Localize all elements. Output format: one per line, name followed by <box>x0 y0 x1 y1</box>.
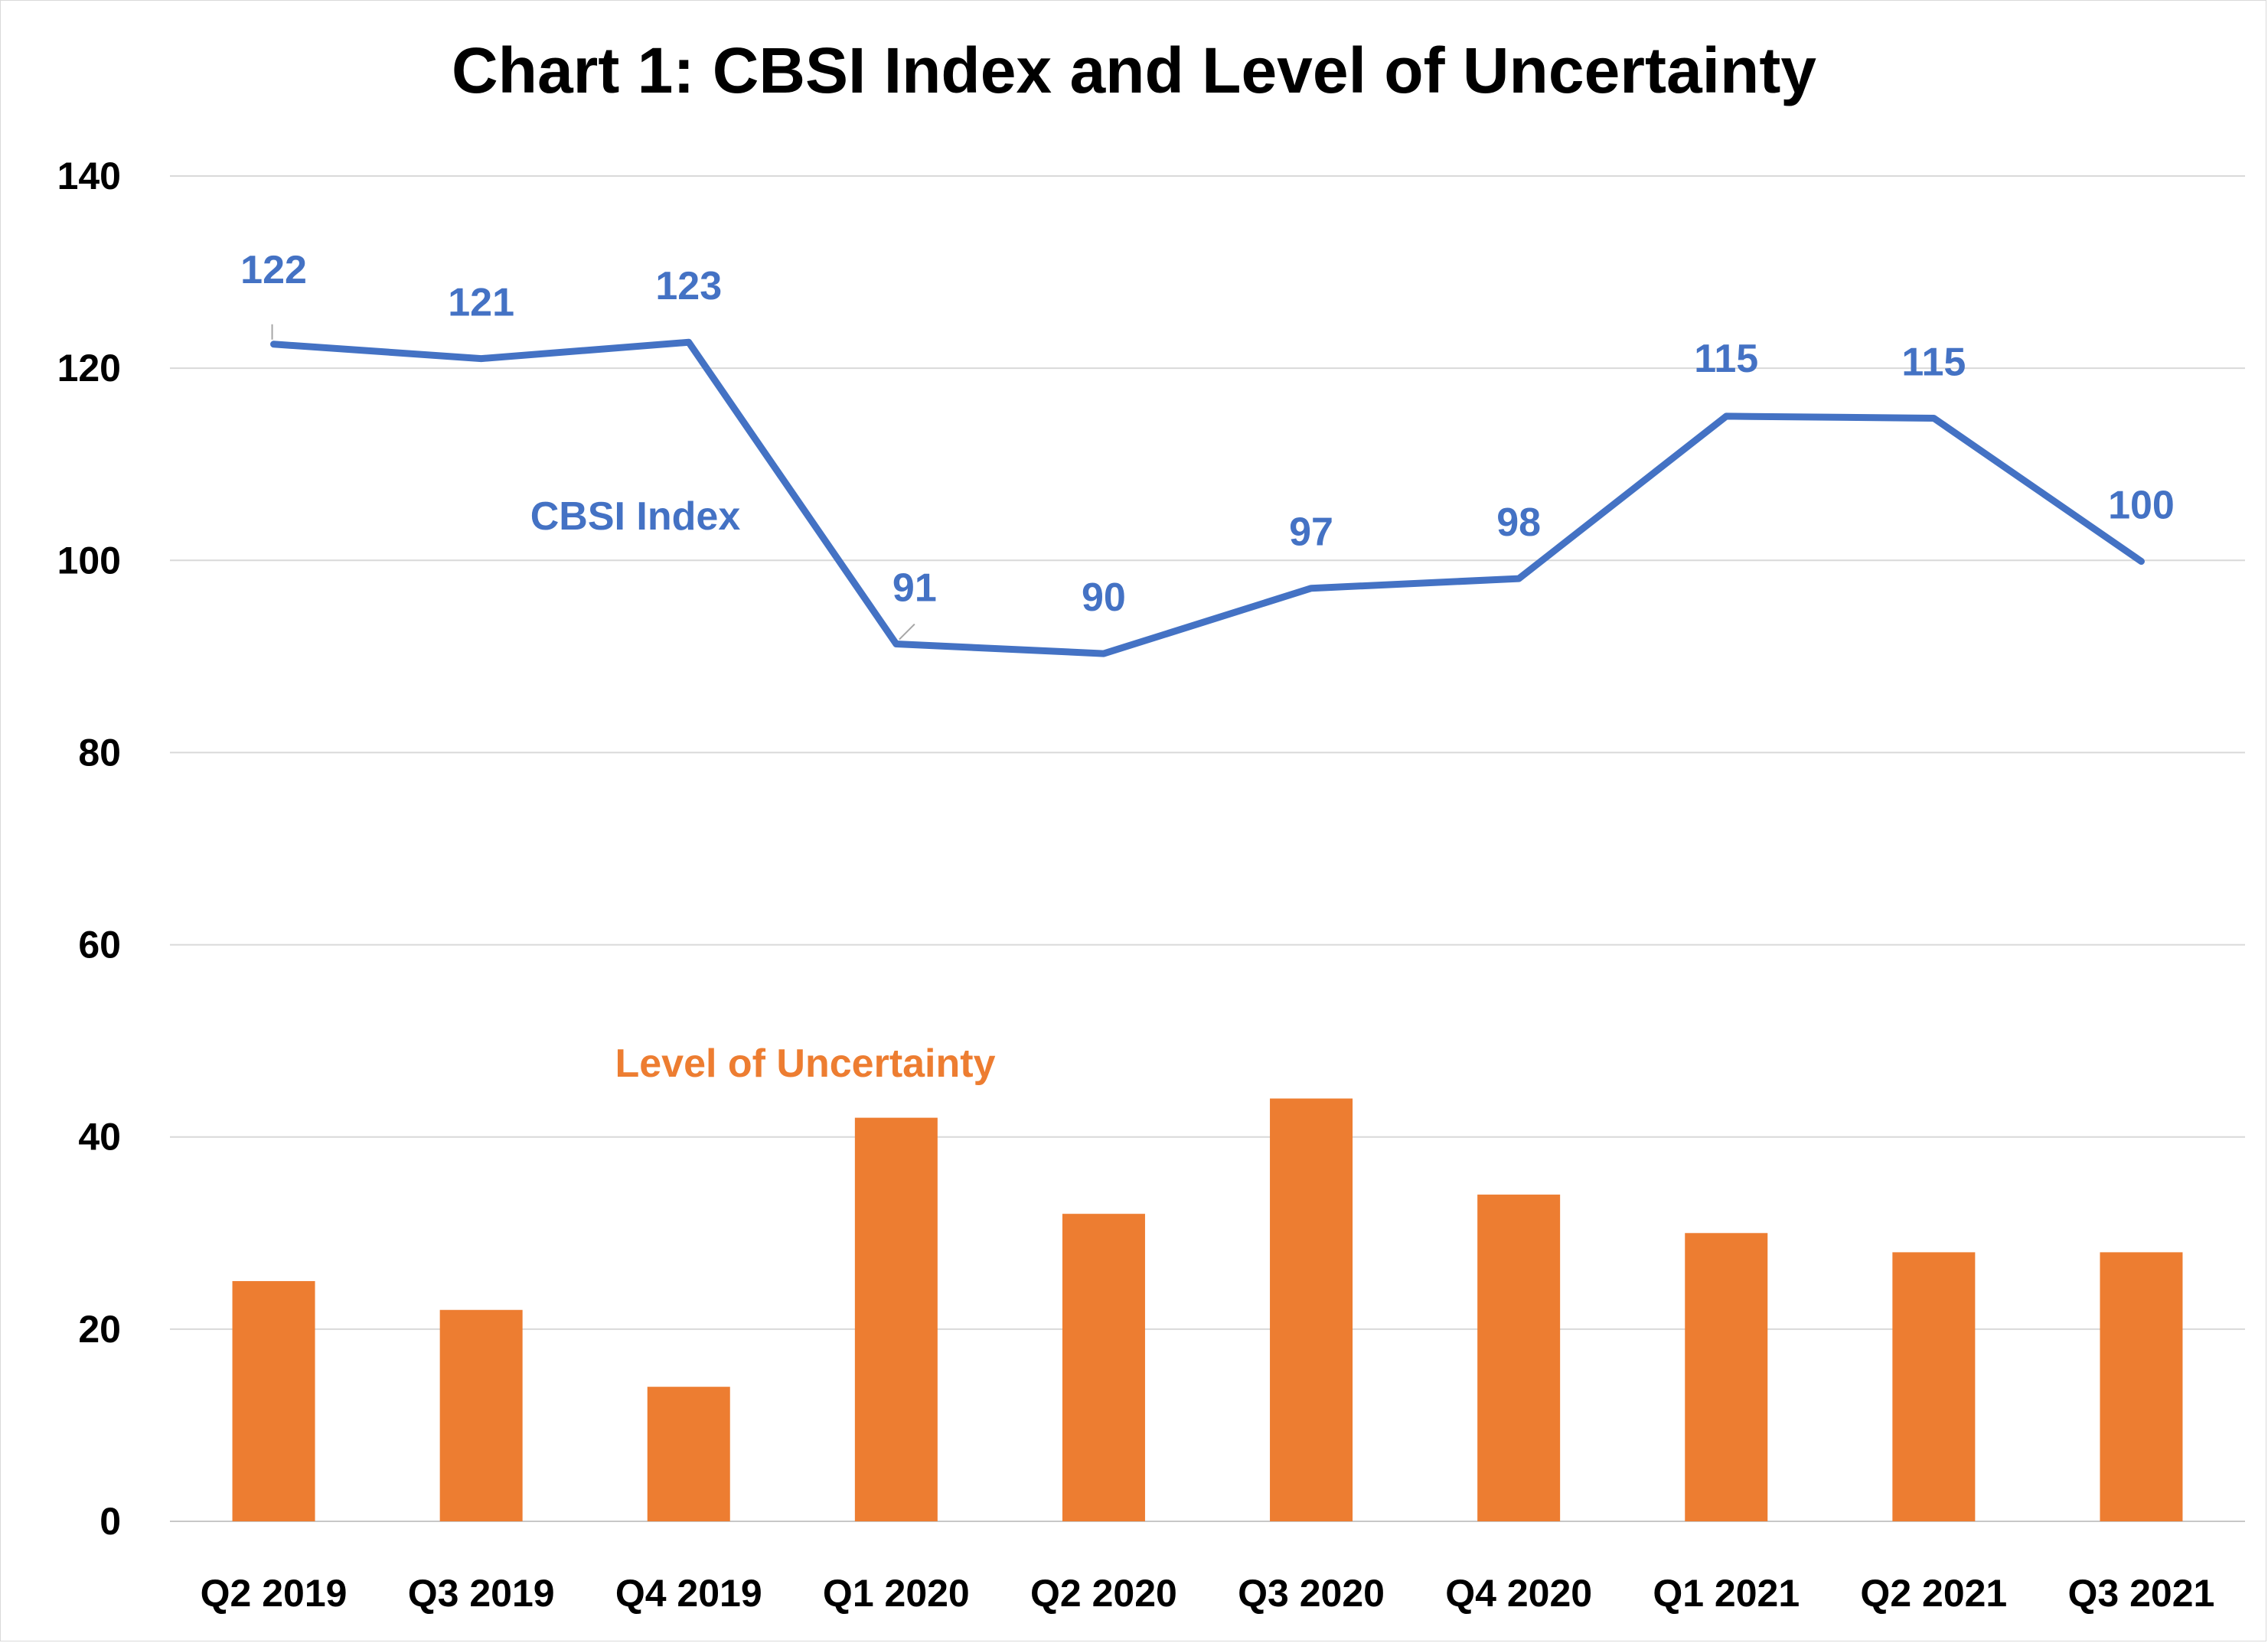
cbsi-series-label: CBSI Index <box>530 494 741 539</box>
cbsi-point <box>1310 587 1313 589</box>
cbsi-data-label: 122 <box>240 248 307 292</box>
y-tick-label: 140 <box>57 155 121 197</box>
cbsi-index-line <box>270 338 2145 657</box>
uncertainty-bar <box>854 1117 938 1521</box>
uncertainty-bar <box>439 1309 523 1521</box>
uncertainty-bar <box>647 1387 730 1521</box>
x-tick-label: Q3 2020 <box>1238 1572 1385 1615</box>
cbsi-point <box>2140 560 2142 562</box>
x-tick-label: Q1 2020 <box>823 1572 970 1615</box>
cbsi-point <box>895 643 897 645</box>
y-tick-label: 60 <box>78 924 121 967</box>
y-tick-label: 40 <box>78 1116 121 1159</box>
x-tick-label: Q4 2019 <box>615 1572 762 1615</box>
y-tick-label: 80 <box>78 731 121 774</box>
y-tick-label: 100 <box>57 539 121 582</box>
y-tick-label: 0 <box>100 1500 121 1543</box>
cbsi-data-label: 97 <box>1289 510 1333 555</box>
x-tick-label: Q2 2020 <box>1030 1572 1177 1615</box>
x-tick-label: Q3 2019 <box>408 1572 555 1615</box>
chart-title: Chart 1: CBSI Index and Level of Uncerta… <box>451 34 1817 106</box>
cbsi-point <box>687 341 690 344</box>
cbsi-data-label: 91 <box>893 566 937 611</box>
cbsi-point <box>1102 653 1105 655</box>
uncertainty-bar <box>1062 1214 1145 1521</box>
x-tick-label: Q1 2021 <box>1653 1572 1800 1615</box>
cbsi-data-label: 100 <box>2108 484 2175 528</box>
uncertainty-bar <box>232 1281 315 1521</box>
y-tick-label: 20 <box>78 1308 121 1351</box>
uncertainty-series-label: Level of Uncertainty <box>615 1042 995 1086</box>
x-tick-label: Q4 2020 <box>1445 1572 1592 1615</box>
uncertainty-bar <box>1685 1233 1768 1521</box>
y-tick-label: 120 <box>57 347 121 390</box>
uncertainty-bar <box>1270 1098 1353 1521</box>
cbsi-point <box>272 343 275 345</box>
cbsi-data-label: 115 <box>1901 340 1966 384</box>
cbsi-data-label: 123 <box>655 264 722 308</box>
uncertainty-bar <box>1477 1195 1561 1521</box>
cbsi-data-label: 121 <box>448 281 514 325</box>
x-tick-label: Q2 2019 <box>201 1572 348 1615</box>
uncertainty-bar <box>1892 1252 1976 1521</box>
x-tick-label: Q2 2021 <box>1860 1572 2007 1615</box>
label-leader-line <box>899 623 915 641</box>
cbsi-data-label: 98 <box>1496 500 1541 545</box>
x-tick-label: Q3 2021 <box>2068 1572 2215 1615</box>
cbsi-point <box>1518 578 1520 580</box>
cbsi-data-label: 90 <box>1082 575 1126 620</box>
uncertainty-bar <box>2100 1252 2183 1521</box>
cbsi-data-label: 115 <box>1694 337 1758 381</box>
cbsi-point <box>1933 417 1935 419</box>
cbsi-point <box>1725 415 1728 417</box>
cbsi-point <box>480 357 482 360</box>
